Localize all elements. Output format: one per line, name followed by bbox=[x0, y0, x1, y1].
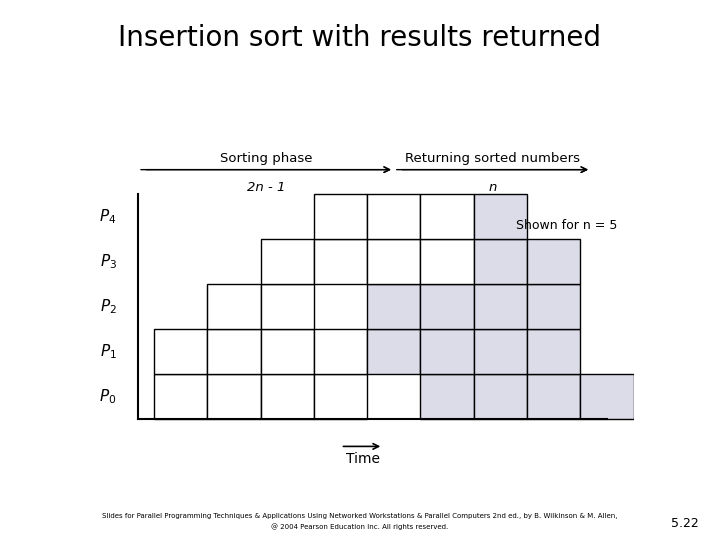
Bar bbox=[314, 239, 367, 285]
Bar bbox=[154, 329, 207, 374]
Bar bbox=[420, 329, 474, 374]
Text: $P_3$: $P_3$ bbox=[99, 253, 117, 271]
Bar bbox=[420, 239, 474, 285]
Bar bbox=[314, 329, 367, 374]
Bar bbox=[261, 374, 314, 420]
Bar bbox=[261, 239, 314, 285]
Text: Slides for Parallel Programming Techniques & Applications Using Networked Workst: Slides for Parallel Programming Techniqu… bbox=[102, 514, 618, 519]
Bar bbox=[420, 374, 474, 420]
Bar bbox=[367, 239, 420, 285]
Bar bbox=[207, 374, 261, 420]
Bar bbox=[474, 285, 527, 329]
Text: $P_4$: $P_4$ bbox=[99, 207, 117, 226]
Bar bbox=[474, 374, 527, 420]
Text: $P_2$: $P_2$ bbox=[100, 298, 117, 316]
Bar bbox=[527, 374, 580, 420]
Text: Sorting phase: Sorting phase bbox=[220, 152, 312, 165]
Bar bbox=[420, 285, 474, 329]
Bar bbox=[527, 239, 580, 285]
Text: 2n - 1: 2n - 1 bbox=[247, 181, 285, 194]
Bar bbox=[580, 374, 634, 420]
Text: 5.22: 5.22 bbox=[670, 517, 698, 530]
Bar bbox=[367, 194, 420, 239]
Bar bbox=[367, 329, 420, 374]
Bar bbox=[261, 285, 314, 329]
Bar bbox=[474, 239, 527, 285]
Text: $P_1$: $P_1$ bbox=[100, 342, 117, 361]
Bar bbox=[261, 329, 314, 374]
Bar bbox=[474, 194, 527, 239]
Text: Shown for n = 5: Shown for n = 5 bbox=[516, 219, 618, 232]
Bar bbox=[314, 374, 367, 420]
Text: Insertion sort with results returned: Insertion sort with results returned bbox=[119, 24, 601, 52]
Bar bbox=[207, 285, 261, 329]
Bar bbox=[527, 329, 580, 374]
Text: Returning sorted numbers: Returning sorted numbers bbox=[405, 152, 580, 165]
Text: Time: Time bbox=[346, 452, 380, 466]
Bar bbox=[527, 285, 580, 329]
Bar bbox=[207, 329, 261, 374]
Text: n: n bbox=[488, 181, 497, 194]
Bar bbox=[154, 374, 207, 420]
Bar bbox=[314, 194, 367, 239]
Text: $P_0$: $P_0$ bbox=[99, 388, 117, 406]
Bar bbox=[367, 285, 420, 329]
Text: @ 2004 Pearson Education Inc. All rights reserved.: @ 2004 Pearson Education Inc. All rights… bbox=[271, 524, 449, 530]
Bar bbox=[474, 329, 527, 374]
Bar bbox=[420, 194, 474, 239]
